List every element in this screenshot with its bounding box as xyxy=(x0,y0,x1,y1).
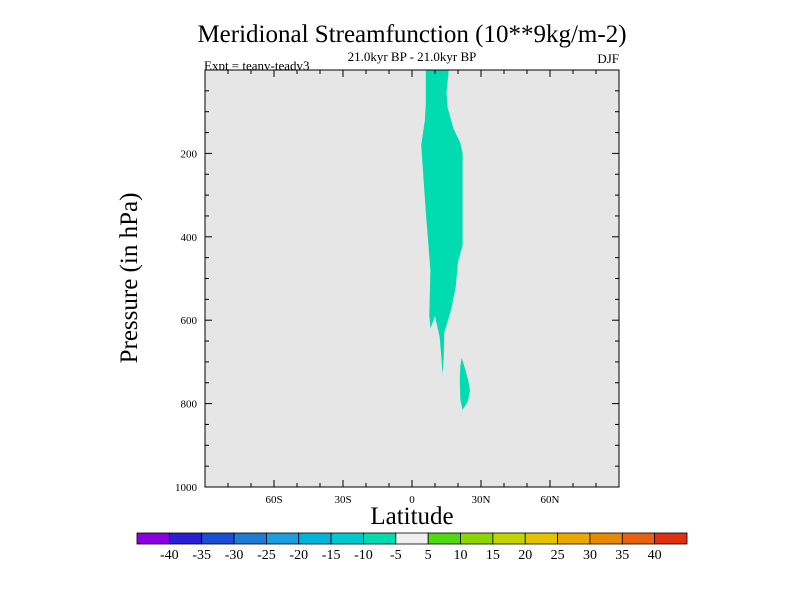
colorbar-label: 15 xyxy=(486,548,500,563)
colorbar-swatch xyxy=(460,532,494,545)
colorbar-label: -35 xyxy=(192,548,211,563)
experiment-label: Expt = teanv-teadv3 xyxy=(204,58,310,73)
x-axis-label: Latitude xyxy=(370,503,453,530)
colorbar-label: 40 xyxy=(648,548,662,563)
y-tick-label: 800 xyxy=(181,399,198,411)
y-axis-label: Pressure (in hPa) xyxy=(116,193,143,364)
colorbar-label: 10 xyxy=(454,548,468,563)
colorbar-swatch xyxy=(524,532,558,545)
colorbar-swatch xyxy=(233,532,267,545)
colorbar-swatch xyxy=(330,532,364,545)
colorbar-swatch xyxy=(363,532,397,545)
y-tick-label: 200 xyxy=(181,148,198,160)
colorbar-swatch xyxy=(492,532,526,545)
colorbar-label: -5 xyxy=(390,548,402,563)
colorbar: -40 -35 -30 -25 -20 -15 -10 -5 5 10 15 20 25 30 35 40 xyxy=(136,532,688,563)
chart-title: Meridional Streamfunction (10**9kg/m-2) xyxy=(197,21,626,48)
x-tick-label: 30S xyxy=(334,494,351,506)
colorbar-swatch xyxy=(298,532,332,545)
colorbar-label: -15 xyxy=(322,548,341,563)
contour-region-2 xyxy=(459,357,470,410)
x-tick-label: 30N xyxy=(472,494,491,506)
colorbar-label: -30 xyxy=(225,548,244,563)
colorbar-label: -25 xyxy=(257,548,276,563)
season-label: DJF xyxy=(597,51,619,66)
colorbar-swatch xyxy=(621,532,656,545)
colorbar-swatch xyxy=(654,532,688,545)
colorbar-label: 20 xyxy=(518,548,532,563)
axis-tick-labels: 60S 30S 0 30N 60N 200 400 600 800 1000 xyxy=(175,148,560,506)
colorbar-swatch xyxy=(589,532,623,545)
colorbar-label: 25 xyxy=(551,548,565,563)
contour-region-1 xyxy=(421,70,463,375)
plot-frame xyxy=(204,69,620,488)
colorbar-swatch xyxy=(557,532,591,545)
colorbar-label: 5 xyxy=(425,548,432,563)
axis-ticks xyxy=(205,70,619,488)
colorbar-label: -10 xyxy=(354,548,373,563)
colorbar-label: 35 xyxy=(615,548,629,563)
colorbar-swatch xyxy=(136,532,170,545)
colorbar-swatch xyxy=(427,532,461,545)
colorbar-swatch xyxy=(201,532,235,545)
colorbar-swatch xyxy=(266,532,300,545)
y-tick-label: 1000 xyxy=(175,482,198,494)
colorbar-label: -40 xyxy=(160,548,179,563)
chart-subtitle: 21.0kyr BP - 21.0kyr BP xyxy=(348,49,477,64)
x-tick-label: 60S xyxy=(265,494,282,506)
colorbar-swatch xyxy=(395,532,429,545)
colorbar-label: 30 xyxy=(583,548,597,563)
x-tick-label: 0 xyxy=(409,494,415,506)
y-tick-label: 600 xyxy=(181,315,198,327)
contour-regions xyxy=(421,70,470,410)
colorbar-label: -20 xyxy=(289,548,308,563)
plot-background xyxy=(205,70,619,487)
x-tick-label: 60N xyxy=(541,494,560,506)
y-tick-label: 400 xyxy=(181,232,198,244)
colorbar-swatch xyxy=(168,532,203,545)
